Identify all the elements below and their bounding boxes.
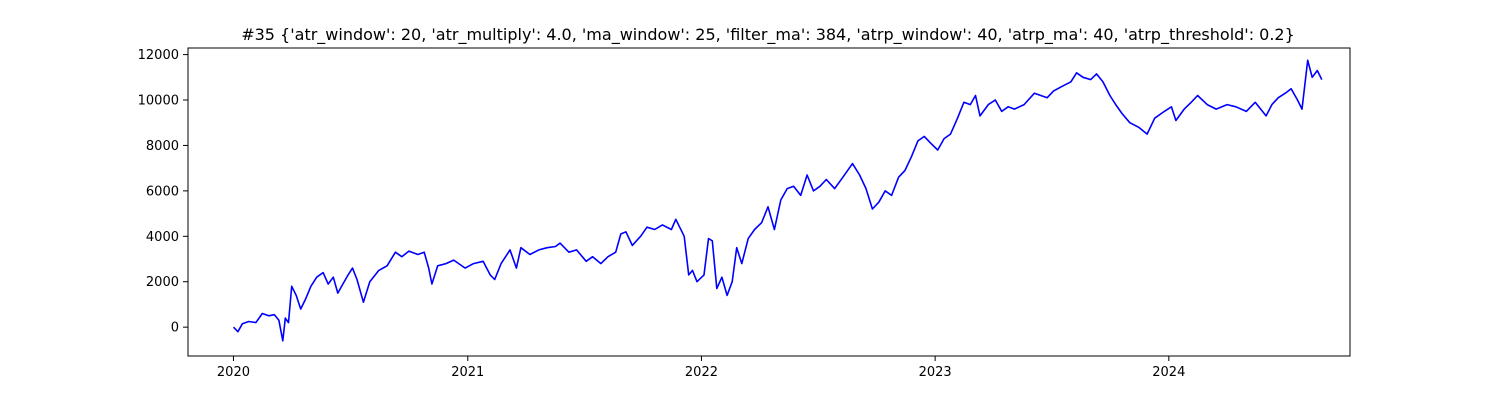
y-tick-label: 6000 xyxy=(146,184,179,199)
y-tick-label: 0 xyxy=(171,321,179,336)
x-axis: 2020 2021 2022 2023 2024 xyxy=(217,356,1185,380)
x-tick-label: 2020 xyxy=(217,365,250,380)
y-tick-label: 8000 xyxy=(146,139,179,154)
x-tick-label: 2022 xyxy=(685,365,718,380)
plot-area xyxy=(232,59,1323,342)
series-line-0 xyxy=(232,59,1323,342)
y-tick-label: 10000 xyxy=(138,94,179,109)
x-tick-label: 2024 xyxy=(1152,365,1185,380)
axes-frame xyxy=(187,47,1351,357)
x-tick-label: 2021 xyxy=(451,365,484,380)
y-tick-label: 4000 xyxy=(146,230,179,245)
chart-title: #35 {'atr_window': 20, 'atr_multiply': 4… xyxy=(241,25,1295,45)
y-tick-label: 12000 xyxy=(138,48,179,63)
x-tick-label: 2023 xyxy=(919,365,952,380)
y-axis: 0 2000 4000 6000 8000 10000 12000 xyxy=(138,48,188,336)
y-tick-label: 2000 xyxy=(146,275,179,290)
